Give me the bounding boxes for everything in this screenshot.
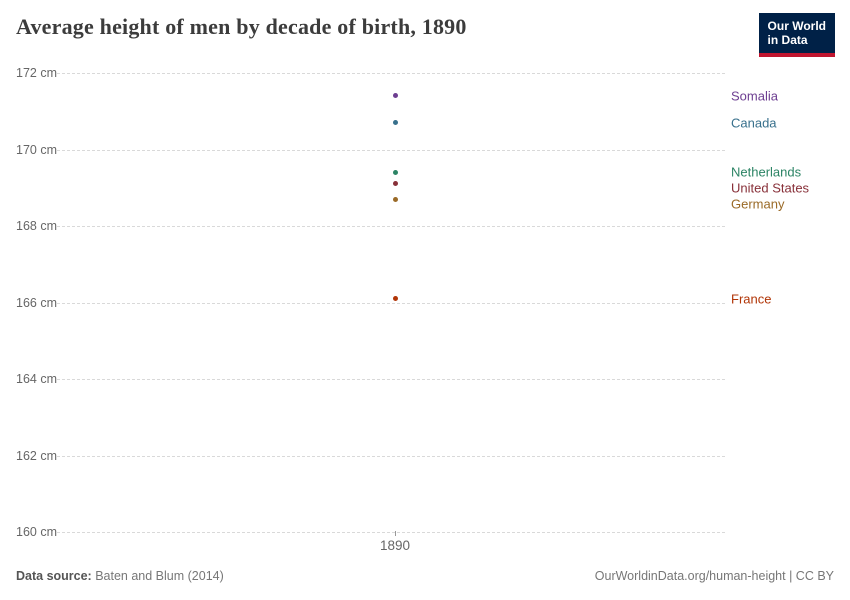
y-axis-tick-label-164: 164 cm bbox=[16, 372, 57, 386]
data-source-value: Baten and Blum (2014) bbox=[91, 569, 224, 583]
data-point-united-states[interactable] bbox=[392, 181, 398, 187]
data-point-canada[interactable] bbox=[392, 120, 398, 126]
gridline-166 bbox=[57, 302, 725, 304]
chart-title: Average height of men by decade of birth… bbox=[16, 14, 467, 39]
data-point-somalia[interactable] bbox=[392, 93, 398, 99]
y-axis-tick-label-166: 166 cm bbox=[16, 295, 57, 310]
data-point-netherlands[interactable] bbox=[392, 169, 398, 175]
data-source-label: Data source: bbox=[16, 569, 92, 583]
y-axis-tick-label-172: 172 cm bbox=[16, 66, 57, 80]
entity-label-germany[interactable]: Germany bbox=[731, 196, 785, 212]
owid-logo-line1: Our World bbox=[767, 19, 826, 33]
data-source-note: Data source: Baten and Blum (2014) bbox=[16, 569, 224, 583]
y-axis-tick-label-168: 168 cm bbox=[16, 219, 57, 233]
y-axis-tick-label-162: 162 cm bbox=[16, 448, 57, 463]
entity-label-united-states[interactable]: United States bbox=[731, 180, 810, 196]
owid-logo[interactable]: Our World in Data bbox=[758, 13, 835, 57]
gridline-162 bbox=[57, 455, 725, 457]
gridline-170 bbox=[57, 149, 725, 151]
entity-label-somalia[interactable]: Somalia bbox=[731, 88, 778, 104]
y-axis-tick-label-160: 160 cm bbox=[16, 525, 57, 539]
entity-label-canada[interactable]: Canada bbox=[731, 115, 777, 131]
y-axis-tick-label-170: 170 cm bbox=[16, 142, 57, 157]
data-point-france[interactable] bbox=[392, 296, 398, 302]
x-axis-tick-label: 1890 bbox=[379, 538, 411, 553]
entity-label-france[interactable]: France bbox=[731, 291, 772, 307]
x-axis-tick-mark bbox=[395, 531, 396, 536]
gridline-160 bbox=[57, 532, 725, 533]
data-point-germany[interactable] bbox=[392, 196, 398, 202]
gridline-164 bbox=[57, 379, 725, 380]
gridline-172 bbox=[57, 73, 725, 74]
entity-label-netherlands[interactable]: Netherlands bbox=[731, 164, 802, 180]
credit-link[interactable]: OurWorldinData.org/human-height | CC BY bbox=[594, 569, 834, 583]
gridline-168 bbox=[57, 226, 725, 227]
owid-logo-line2: in Data bbox=[767, 33, 808, 48]
